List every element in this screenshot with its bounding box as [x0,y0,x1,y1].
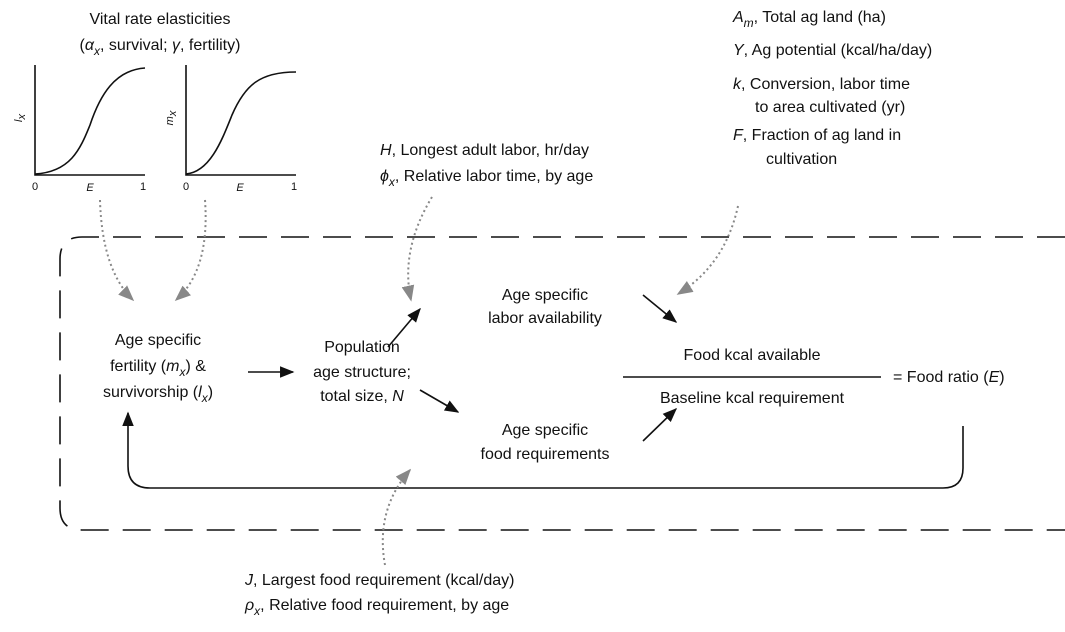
land-input: to area cultivated (yr) [755,99,905,116]
text-part: , Largest food requirement (kcal/day) [253,572,514,589]
ratio-node: Food kcal available Baseline kcal requir… [623,347,1005,407]
node-text: Age specific [115,332,201,349]
node-text: age structure; [313,364,411,381]
labor-input: ϕx, Relative labor time, by age [380,168,593,189]
text-part: , Fraction of ag land in [743,127,901,144]
x-tick-label: 1 [140,181,146,193]
model-boundary [59,236,1065,531]
text-part: ) [999,369,1004,386]
text-part: ) [208,384,213,401]
text-part: x [201,391,209,405]
population-node: Population age structure; total size, N [313,339,411,405]
labor-input: H, Longest adult labor, hr/day [380,142,589,159]
denominator: Baseline kcal requirement [660,390,845,407]
flow-arrows [122,294,964,489]
food-input: J, Largest food requirement (kcal/day) [244,572,514,589]
text-part: H [380,142,392,159]
node-text: Population [324,339,400,356]
text-part: survivorship ( [103,384,199,401]
x-tick-label: 1 [291,181,297,193]
text-part: , Longest adult labor, hr/day [392,142,589,159]
text-part: fertility ( [110,358,167,375]
text-part: total size, [320,388,392,405]
node-text: Age specific [502,287,588,304]
text-part: J [244,572,254,589]
text-part: = Food ratio ( [893,369,989,386]
land-input: F, Fraction of ag land in [733,127,901,144]
food-node: Age specific food requirements [481,422,610,463]
x-label: E [236,182,244,194]
land-input: cultivation [766,151,837,168]
text-part: ρ [244,597,254,614]
elasticity-title: Vital rate elasticities [89,11,230,28]
land-input: Am, Total ag land (ha) [732,9,886,30]
text-part: l [198,384,202,401]
text-part: m [166,358,179,375]
text-part: ϕ [380,168,389,185]
labor-node: Age specific labor availability [488,287,602,327]
vital-rates-node: Age specific fertility (mx) & survivorsh… [103,332,213,405]
text-part: , Conversion, labor time [741,76,910,93]
x-tick-label: 0 [32,181,38,193]
y-label: lx [13,114,28,122]
land-input: Y, Ag potential (kcal/ha/day) [733,42,932,59]
node-text: Age specific [502,422,588,439]
text-part: ( [80,37,86,54]
y-label: mx [164,110,179,125]
x-label: E [86,182,94,194]
node-text: food requirements [481,446,610,463]
land-input: k, Conversion, labor time [733,76,910,93]
text-part: , survival; [100,37,172,54]
text-part: γ [172,37,181,54]
mx-plot: mx 0 1 E [164,65,297,194]
text-part: , Relative labor time, by age [395,168,593,185]
text-part: m [744,16,754,30]
text-part: F [733,127,744,144]
result: = Food ratio (E) [893,369,1005,386]
text-part: m [164,116,176,125]
node-text: total size, N [320,388,404,405]
text-part: α [85,37,95,54]
numerator: Food kcal available [684,347,821,364]
elasticity-subtitle: (αx, survival; γ, fertility) [80,37,241,58]
food-input: ρx, Relative food requirement, by age [244,597,509,618]
text-part: x [388,175,396,189]
text-part: x [253,604,261,618]
text-part: , Ag potential (kcal/ha/day) [744,42,933,59]
text-part: E [989,369,1000,386]
text-part: , Total ag land (ha) [754,9,886,26]
node-text: fertility (mx) & [110,358,206,379]
text-part: x [93,44,101,58]
text-part: , Relative food requirement, by age [260,597,509,614]
lx-plot: lx 0 1 E [13,65,146,194]
text-part: x [178,365,186,379]
x-tick-label: 0 [183,181,189,193]
node-text: survivorship (lx) [103,384,213,405]
text-part: x [167,110,179,117]
text-part: x [16,114,28,121]
text-part: N [392,388,404,405]
text-part: k [733,76,742,93]
text-part: , fertility) [180,37,240,54]
input-arrows [99,196,739,566]
text-part: Y [733,42,745,59]
text-part: l [13,119,25,122]
text-part: ) & [185,358,206,375]
node-text: labor availability [488,310,602,327]
text-part: A [732,9,744,26]
